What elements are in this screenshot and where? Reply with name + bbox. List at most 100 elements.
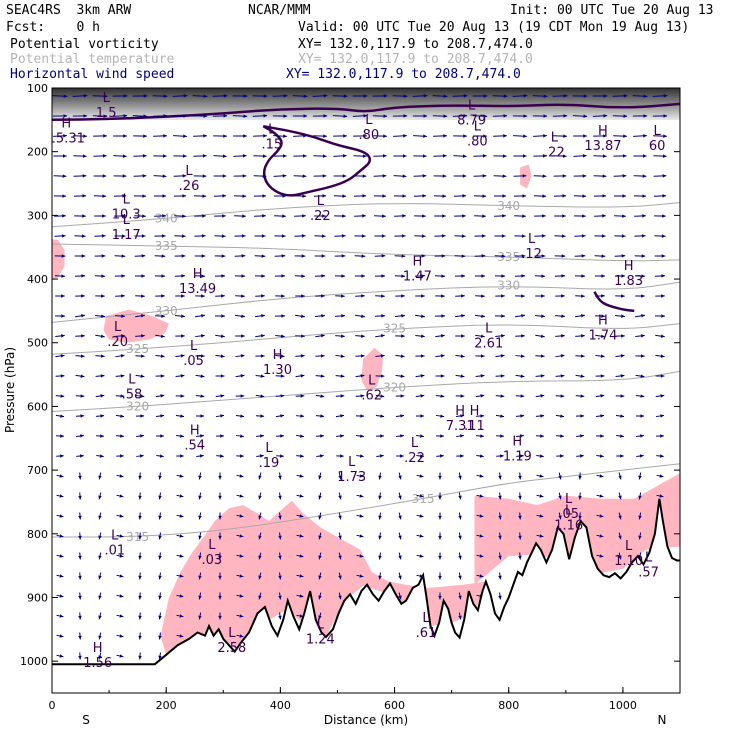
wind-vector [134, 274, 146, 278]
wind-vector [175, 414, 185, 418]
wind-vector [454, 254, 466, 258]
wind-vector [338, 512, 342, 520]
wind-vector [272, 94, 288, 98]
wind-vector [476, 454, 484, 458]
wind-vector [395, 354, 405, 358]
wind-vector [455, 394, 465, 398]
pv-extremum-value: .05 [558, 507, 579, 522]
pv-contours [52, 102, 680, 313]
wind-vector [633, 174, 647, 178]
wind-vector [613, 194, 627, 198]
wind-vector [416, 494, 424, 498]
wind-vector [593, 134, 607, 138]
wind-vector [553, 174, 567, 178]
theta-contour-label: 335 [497, 250, 520, 264]
wind-vector [515, 334, 525, 338]
wind-vector [654, 234, 666, 238]
pv-extremum-value: .22 [404, 451, 425, 466]
wind-vector [173, 194, 187, 198]
wind-vector [393, 174, 407, 178]
wind-vector [213, 174, 227, 178]
x-tick-label: 200 [156, 699, 177, 712]
wind-vector [218, 612, 222, 620]
wind-vector [273, 174, 287, 178]
wind-vector [618, 552, 622, 560]
wind-vector [475, 334, 485, 338]
wind-vector [252, 114, 268, 118]
wind-vector [635, 374, 645, 378]
wind-vector [375, 414, 385, 418]
x-axis-label: Distance (km) [324, 713, 408, 727]
wind-vector [394, 214, 406, 218]
wind-vector [392, 94, 408, 98]
wind-vector [535, 294, 545, 298]
wind-vector [234, 254, 246, 258]
wind-vector [78, 472, 82, 480]
wind-vector [292, 114, 308, 118]
wind-vector [615, 374, 625, 378]
pv-extremum-kind: L [625, 539, 633, 554]
wind-vector [656, 474, 664, 478]
pv-extremum-high: H7.31 [446, 404, 475, 434]
wind-vector [55, 294, 65, 298]
wind-vector [335, 374, 345, 378]
north-label: N [658, 713, 667, 727]
pv-extremum-high: H1.30 [263, 348, 292, 378]
pv-extremum-kind: H [512, 435, 522, 450]
wind-vector [615, 394, 625, 398]
wind-vector [115, 354, 125, 358]
wind-vector [455, 314, 465, 318]
wind-vector [198, 552, 202, 560]
wind-vector [273, 154, 287, 158]
wind-vector [595, 314, 605, 318]
forecast-hour: Fcst: 0 h [6, 20, 100, 35]
wind-vector [135, 314, 145, 318]
wind-vector [98, 592, 102, 600]
wind-vector [98, 472, 102, 480]
pv-extremum-kind: L [565, 492, 573, 507]
wind-vector [474, 274, 486, 278]
organization: NCAR/MMM [248, 3, 311, 18]
pv-extremum-low: L.01 [104, 528, 125, 558]
wind-vector [476, 514, 484, 518]
wind-vector [655, 314, 665, 318]
wind-vector [313, 174, 327, 178]
wind-vector [498, 512, 502, 520]
wind-vector [255, 314, 265, 318]
wind-vector [413, 154, 427, 158]
wind-vector [75, 334, 85, 338]
wind-vector [612, 114, 628, 118]
wind-vector [275, 314, 285, 318]
valid-time: Valid: 00 UTC Tue 20 Aug 13 (19 CDT Mon … [298, 20, 690, 35]
wind-vector [498, 552, 502, 560]
wind-vector [175, 394, 185, 398]
wind-vector [495, 354, 505, 358]
wind-vector [413, 174, 427, 178]
pv-extremum-high: H1.56 [83, 641, 112, 671]
wind-vector [493, 154, 507, 158]
wind-vector [416, 474, 424, 478]
wind-vector [216, 454, 224, 458]
wind-vector [393, 134, 407, 138]
wind-vector [518, 492, 522, 500]
wind-vector [434, 274, 446, 278]
wind-vector [415, 374, 425, 378]
pv-extremum-low: L1.24 [306, 618, 335, 648]
wind-vector [195, 334, 205, 338]
theta-contour-label: 335 [155, 239, 178, 253]
wind-vector [258, 472, 262, 480]
pv-extremum-value: 2.61 [474, 336, 503, 351]
wind-vector [54, 254, 66, 258]
wind-vector [596, 494, 604, 498]
wind-vector [638, 472, 642, 480]
pv-extremum-value: 8.79 [457, 113, 486, 128]
wind-vector [532, 114, 548, 118]
wind-vector [355, 314, 365, 318]
wind-vector [373, 174, 387, 178]
wind-vector [194, 214, 206, 218]
pv-extremum-value: .62 [361, 389, 382, 404]
wind-vector [52, 94, 68, 98]
wind-vector [138, 532, 142, 540]
wind-vector [594, 214, 606, 218]
wind-vector [553, 154, 567, 158]
